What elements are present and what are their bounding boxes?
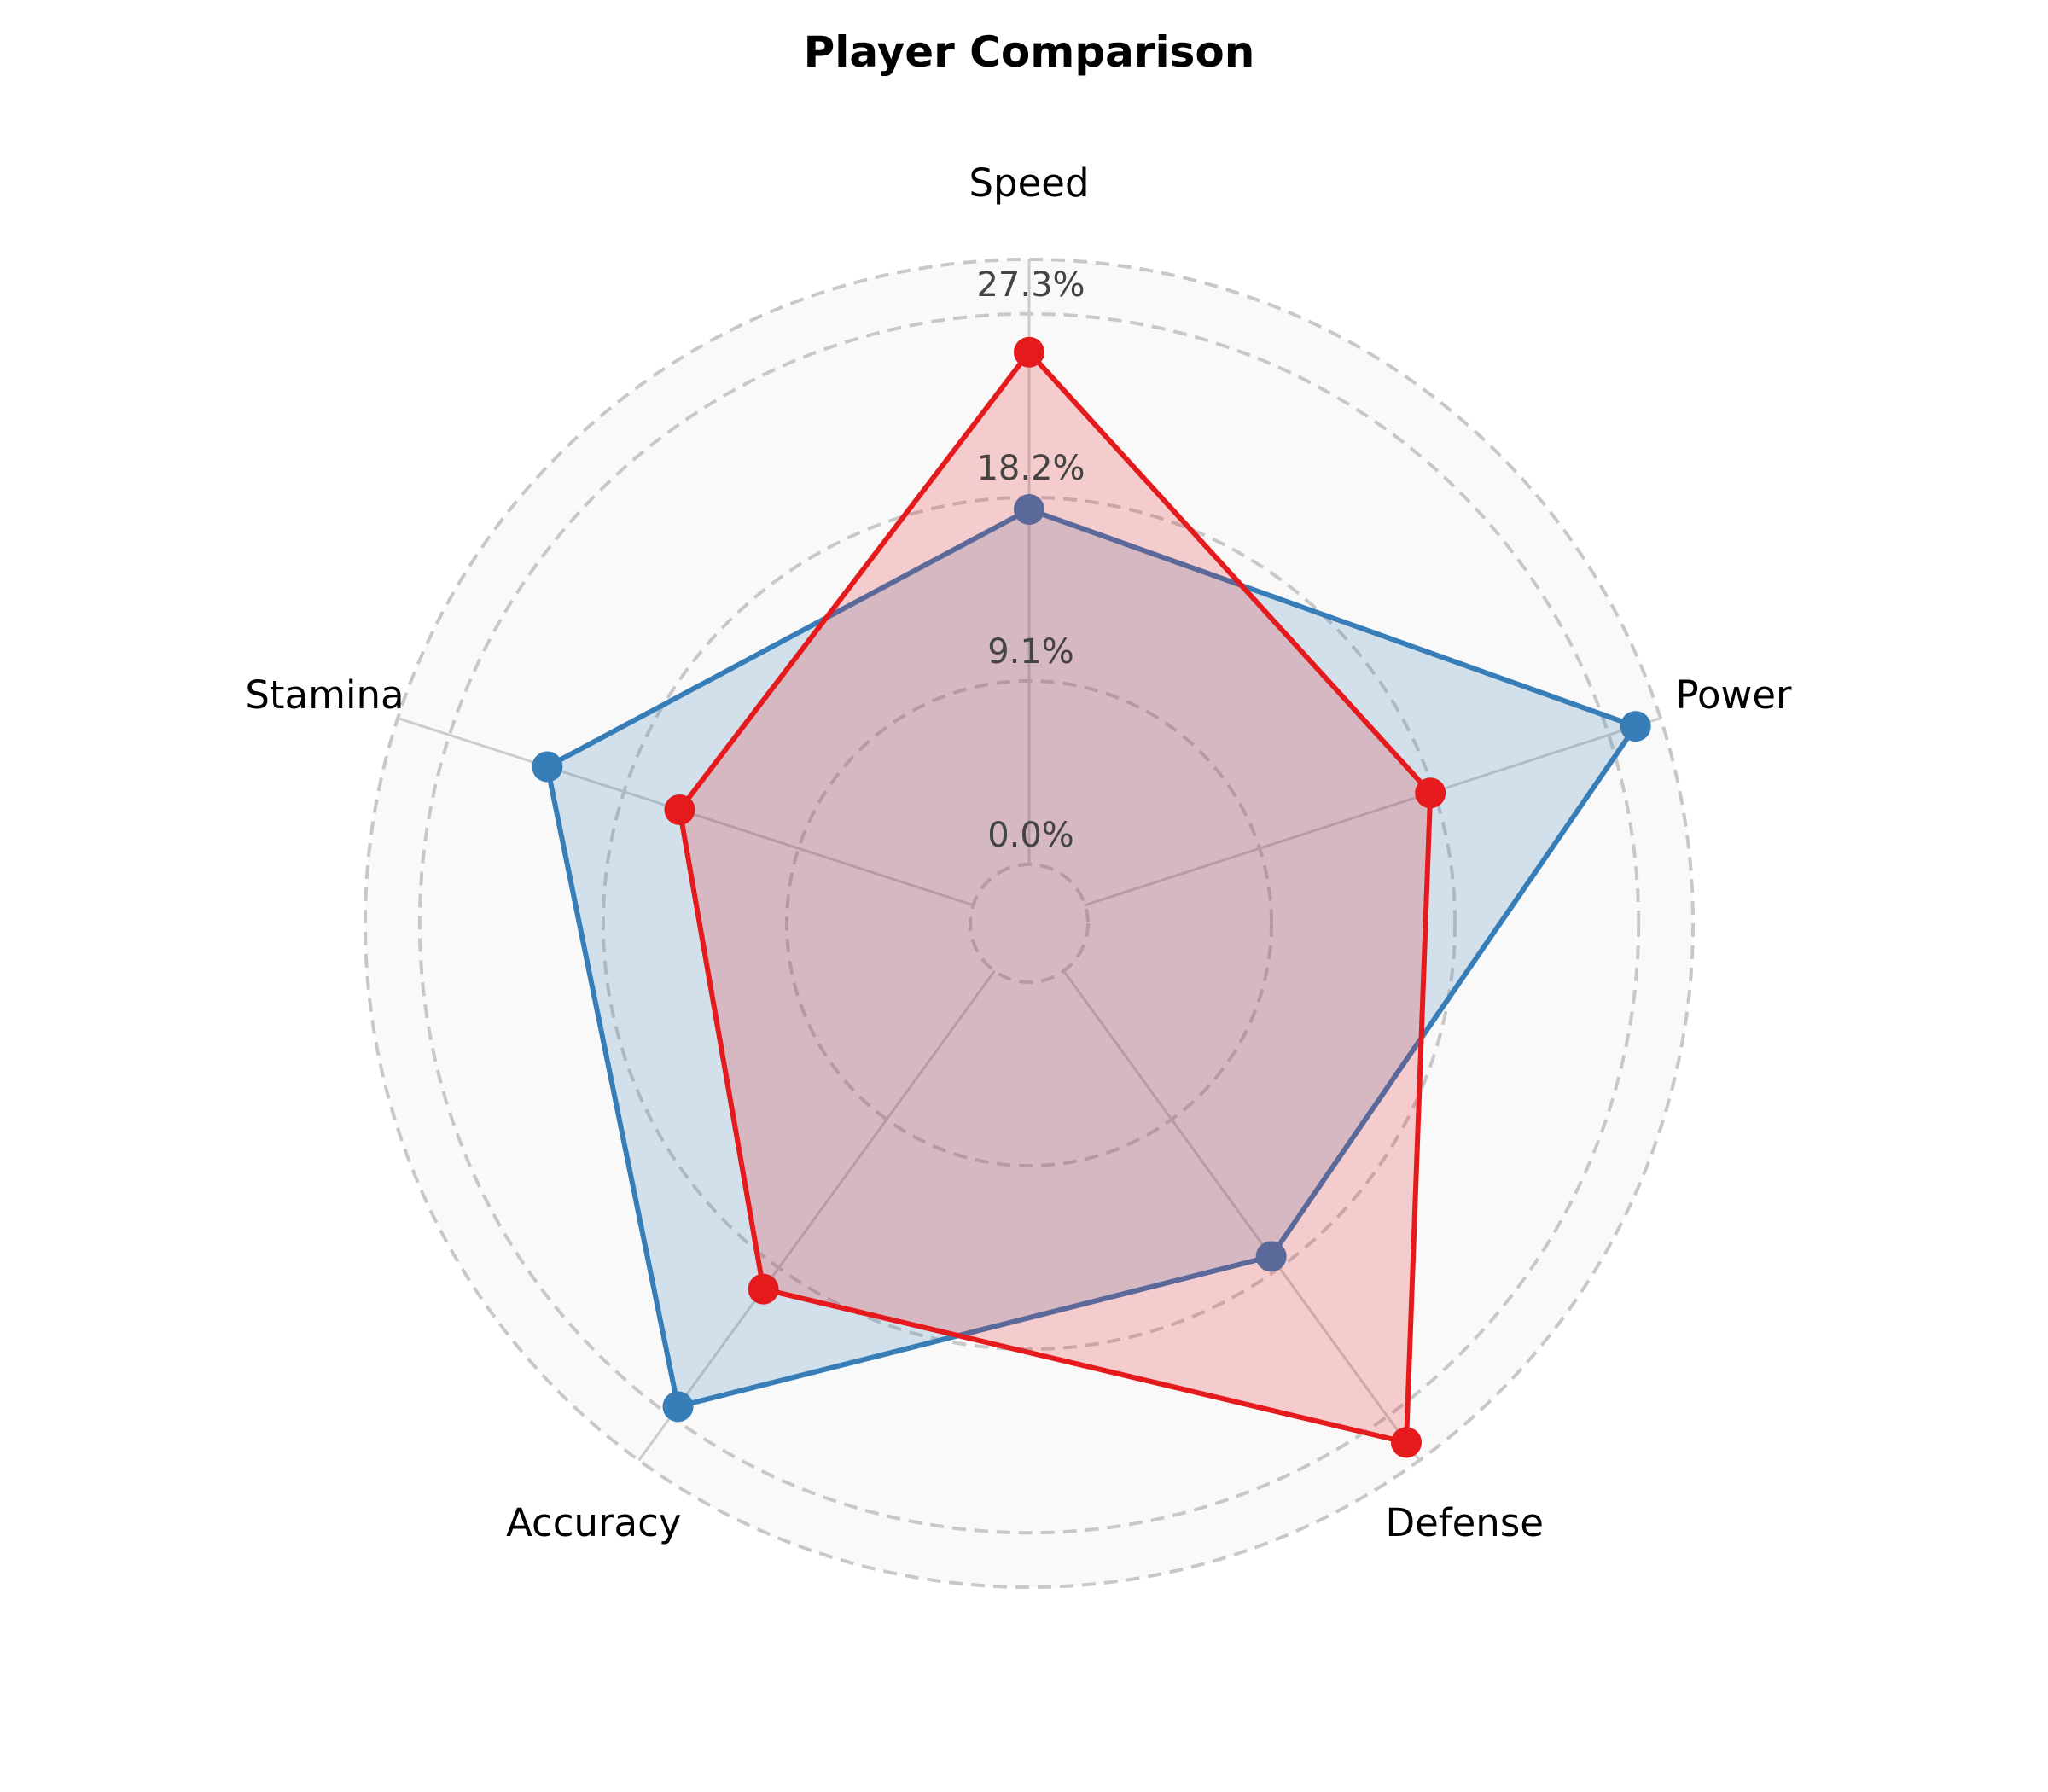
series-0-area: [547, 509, 1636, 1407]
tick-label-3: 27.3%: [976, 265, 1085, 305]
plot-background: [365, 259, 1693, 1587]
series-1-point-accuracy: [748, 1273, 779, 1305]
series-0-point-accuracy: [662, 1391, 694, 1423]
series-0-point-speed: [1014, 494, 1044, 526]
series-1-point-speed: [1014, 336, 1044, 368]
series-0-point-defense: [1255, 1241, 1287, 1272]
series-1-point-stamina: [664, 794, 695, 825]
tick-label-0: 0.0%: [987, 816, 1074, 855]
spoke-power: [1085, 717, 1661, 907]
tick-labels: 0.0% 9.1% 18.2% 27.3%: [976, 265, 1085, 855]
tick-label-2: 18.2%: [976, 449, 1085, 488]
spoke-defense: [1062, 969, 1421, 1462]
spoke-accuracy: [637, 969, 996, 1462]
tick-label-1: 9.1%: [987, 632, 1074, 672]
axis-label-stamina: Stamina: [245, 672, 404, 718]
series-1-point-power: [1415, 777, 1446, 809]
axis-label-accuracy: Accuracy: [506, 1500, 681, 1545]
series-0-point-power: [1620, 711, 1651, 742]
series-0-point-stamina: [532, 751, 563, 783]
axis-label-defense: Defense: [1385, 1500, 1544, 1545]
series-1-line: [677, 348, 1434, 1446]
axis-labels: Speed Power Defense Accuracy Stamina: [245, 160, 1792, 1545]
series-1-point-defense: [1391, 1427, 1423, 1458]
axis-label-power: Power: [1675, 672, 1792, 718]
series-0-line: [544, 506, 1640, 1410]
axis-label-speed: Speed: [969, 160, 1089, 206]
chart-title: Player Comparison: [804, 27, 1255, 77]
grid-ring-outer: [364, 258, 1695, 1589]
series-layer: [532, 336, 1651, 1458]
series-1-area: [679, 352, 1431, 1443]
